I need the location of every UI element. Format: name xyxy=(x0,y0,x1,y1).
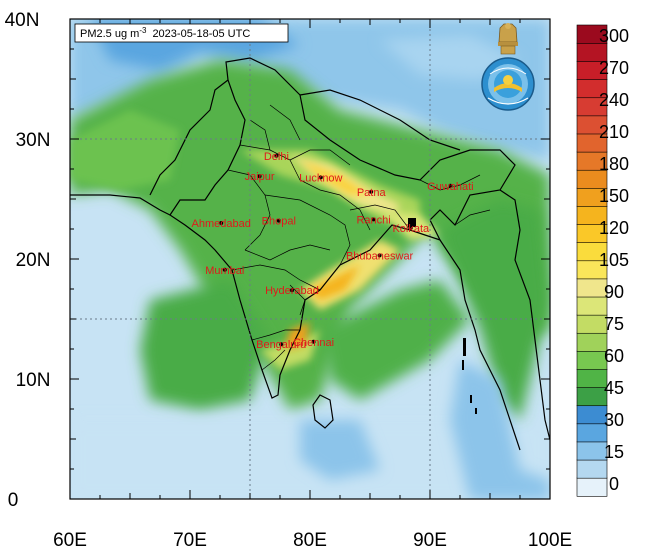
city-dot xyxy=(377,253,382,258)
colorbar-label: 90 xyxy=(604,282,624,302)
title-timestamp: 2023-05-18-05 UTC xyxy=(152,28,250,40)
city-label: Lucknow xyxy=(299,172,342,184)
colorbar-swatch xyxy=(576,459,608,479)
axis-ticks xyxy=(69,18,551,500)
colorbar-label: 45 xyxy=(604,378,624,398)
city-dot xyxy=(290,288,294,293)
kolkata-marker xyxy=(408,218,416,227)
city-label: Patna xyxy=(357,187,387,199)
colorbar-swatch xyxy=(576,387,608,407)
city-label: Bengaluru xyxy=(256,339,306,351)
colorbar xyxy=(576,24,608,497)
pm25-field: Delhi Jaipur Lucknow Patna Guwahati Ahmedabad… xyxy=(70,19,550,499)
city-label: Bhubaneswar xyxy=(346,250,414,262)
grid-lines xyxy=(70,19,550,499)
colorbar-label: 120 xyxy=(599,218,629,238)
colorbar-label: 180 xyxy=(599,154,629,174)
city-label: Kolkata xyxy=(392,223,430,235)
x-tick-label: 60E xyxy=(53,530,87,549)
colorbar-label: 15 xyxy=(604,442,624,462)
colorbar-label: 30 xyxy=(604,410,624,430)
title-quantity: PM2.5 ug m xyxy=(80,28,139,40)
colorbar-label: 75 xyxy=(604,314,624,334)
city-label: Guwahati xyxy=(427,181,473,193)
colorbar-swatch xyxy=(576,24,608,44)
city-label: Chennai xyxy=(293,337,334,349)
y-tick-label: 0 xyxy=(8,490,19,511)
city-labels: Delhi Jaipur Lucknow Patna Guwahati Ahmedabad… xyxy=(192,151,474,351)
city-label: Hyderabad xyxy=(265,285,319,297)
y-tick-label: 20N xyxy=(16,250,51,271)
colorbar-label: 270 xyxy=(599,58,629,78)
andaman-islands xyxy=(462,338,477,414)
city-dot xyxy=(371,217,376,222)
city-dot xyxy=(279,342,284,347)
city-dot xyxy=(369,189,374,194)
colorbar-label: 210 xyxy=(599,122,629,142)
colorbar-swatch xyxy=(576,332,608,352)
colorbar-swatch xyxy=(576,477,608,497)
city-dot xyxy=(222,267,227,272)
colorbar-swatch xyxy=(576,314,608,334)
city-label: Bhopal xyxy=(262,216,296,228)
map-title: PM2.5 ug m-3 2023-05-18-05 UTC xyxy=(80,26,250,40)
x-axis: 60E 70E 80E 90E 100E xyxy=(53,530,572,549)
colorbar-swatch xyxy=(576,423,608,443)
colorbar-swatch xyxy=(576,278,608,298)
y-axis: 0 10N 20N 30N 40N xyxy=(5,10,51,511)
map-title-box: PM2.5 ug m-3 2023-05-18-05 UTC xyxy=(74,23,289,43)
colorbar-swatch xyxy=(576,368,608,388)
city-dot xyxy=(448,183,453,188)
colorbar-label: 105 xyxy=(599,250,629,270)
city-dot xyxy=(408,225,413,230)
city-label: Jaipur xyxy=(245,171,275,183)
city-label: Ahmedabad xyxy=(192,218,251,230)
y-tick-label: 10N xyxy=(16,370,51,391)
colorbar-swatch xyxy=(576,350,608,370)
x-tick-label: 100E xyxy=(528,530,572,549)
colorbar-label: 240 xyxy=(599,90,629,110)
colorbar-labels: 300 270 240 210 180 150 120 105 90 75 60… xyxy=(599,26,629,494)
x-tick-label: 80E xyxy=(293,530,327,549)
colorbar-label: 60 xyxy=(604,346,624,366)
colorbar-label: 150 xyxy=(599,186,629,206)
city-dot xyxy=(274,153,279,158)
city-dot xyxy=(311,339,316,344)
city-dot xyxy=(318,175,323,180)
imd-emblem-icon xyxy=(481,23,535,111)
x-tick-label: 70E xyxy=(173,530,207,549)
colorbar-label: 0 xyxy=(609,474,619,494)
city-dot xyxy=(276,218,281,223)
country-borders xyxy=(70,57,550,451)
colorbar-label: 300 xyxy=(599,26,629,46)
city-dot xyxy=(219,221,224,225)
city-dot xyxy=(257,174,262,179)
city-label: Mumbai xyxy=(205,265,244,277)
y-tick-label: 30N xyxy=(16,130,51,151)
colorbar-swatch xyxy=(576,296,608,316)
title-exponent: -3 xyxy=(139,26,147,35)
colorbar-swatch xyxy=(576,405,608,425)
x-tick-label: 90E xyxy=(413,530,447,549)
colorbar-swatch xyxy=(576,441,608,461)
y-tick-label: 40N xyxy=(5,10,40,31)
city-label: Ranchi xyxy=(356,214,390,226)
city-label: Delhi xyxy=(264,151,289,163)
